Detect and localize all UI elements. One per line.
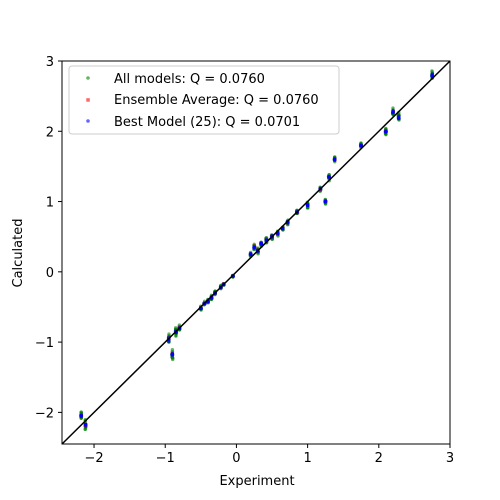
point-best-model: [391, 109, 395, 113]
x-tick-label: 2: [375, 451, 383, 466]
point-best-model: [359, 143, 364, 148]
y-tick-label: −1: [35, 336, 54, 351]
legend: All models: Q = 0.0760 Ensemble Average:…: [68, 65, 340, 135]
y-axis-label: Calculated: [11, 219, 26, 288]
point-all-models: [174, 334, 178, 338]
point-best-model: [333, 158, 337, 162]
x-tick-label: −1: [156, 451, 175, 466]
point-best-model: [397, 116, 401, 121]
legend-label-ensemble-average: Ensemble Average: Q = 0.0760: [114, 93, 319, 108]
legend-marker-all-models: [86, 76, 90, 80]
axes-frame: [61, 60, 451, 445]
y-tick-label: 3: [46, 55, 54, 70]
point-best-model: [397, 114, 401, 118]
legend-marker-ensemble-average: [86, 98, 90, 102]
legend-box: [68, 65, 340, 135]
x-tick-label: 0: [232, 451, 240, 466]
y-tick-label: 2: [46, 125, 54, 140]
point-best-model: [249, 252, 253, 256]
x-tick-label: −2: [84, 451, 103, 466]
x-tick-label: 1: [303, 451, 311, 466]
legend-marker-best-model: [86, 119, 90, 123]
y-tick-label: 0: [46, 266, 54, 281]
point-best-model: [170, 353, 174, 357]
point-best-model: [83, 422, 88, 427]
point-all-models: [79, 410, 83, 414]
identity-line: [61, 60, 451, 445]
x-tick-label: 3: [446, 451, 454, 466]
point-best-model: [306, 203, 310, 207]
point-best-model: [259, 241, 264, 246]
point-best-model: [79, 414, 84, 419]
point-best-model: [323, 199, 327, 204]
x-axis-label: Experiment: [219, 474, 294, 489]
point-best-model: [384, 129, 388, 133]
x-axis: −2 −1 0 1 2 3: [84, 444, 454, 466]
point-best-model: [327, 175, 331, 179]
point-all-models: [83, 427, 87, 431]
y-tick-label: 1: [46, 196, 54, 211]
y-tick-label: −2: [35, 406, 54, 421]
point-best-model: [252, 245, 256, 249]
legend-label-all-models: All models: Q = 0.0760: [114, 72, 265, 87]
point-all-models: [173, 326, 178, 330]
y-axis: −2 −1 0 1 2 3: [35, 55, 62, 421]
legend-label-best-model: Best Model (25): Q = 0.0701: [114, 115, 300, 130]
